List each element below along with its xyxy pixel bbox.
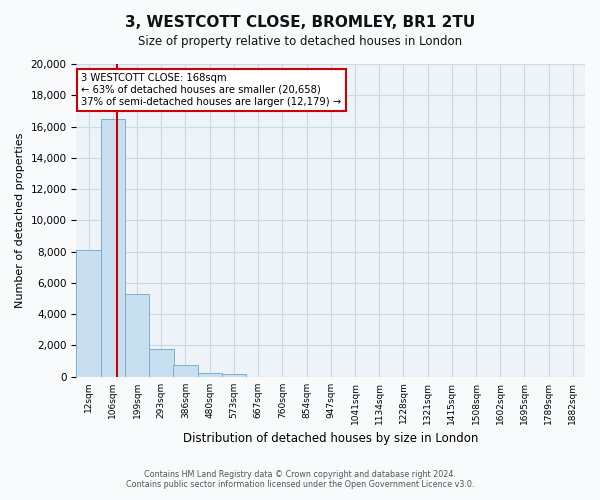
Text: 3 WESTCOTT CLOSE: 168sqm
← 63% of detached houses are smaller (20,658)
37% of se: 3 WESTCOTT CLOSE: 168sqm ← 63% of detach… bbox=[82, 74, 341, 106]
Y-axis label: Number of detached properties: Number of detached properties bbox=[15, 132, 25, 308]
Bar bbox=[173, 365, 197, 376]
Bar bbox=[221, 374, 246, 376]
X-axis label: Distribution of detached houses by size in London: Distribution of detached houses by size … bbox=[183, 432, 478, 445]
Text: 3, WESTCOTT CLOSE, BROMLEY, BR1 2TU: 3, WESTCOTT CLOSE, BROMLEY, BR1 2TU bbox=[125, 15, 475, 30]
Text: Size of property relative to detached houses in London: Size of property relative to detached ho… bbox=[138, 35, 462, 48]
Bar bbox=[149, 348, 173, 376]
Bar bbox=[76, 250, 101, 376]
Text: Contains HM Land Registry data © Crown copyright and database right 2024.
Contai: Contains HM Land Registry data © Crown c… bbox=[126, 470, 474, 489]
Bar bbox=[101, 118, 125, 376]
Bar bbox=[125, 294, 149, 376]
Bar bbox=[197, 373, 222, 376]
